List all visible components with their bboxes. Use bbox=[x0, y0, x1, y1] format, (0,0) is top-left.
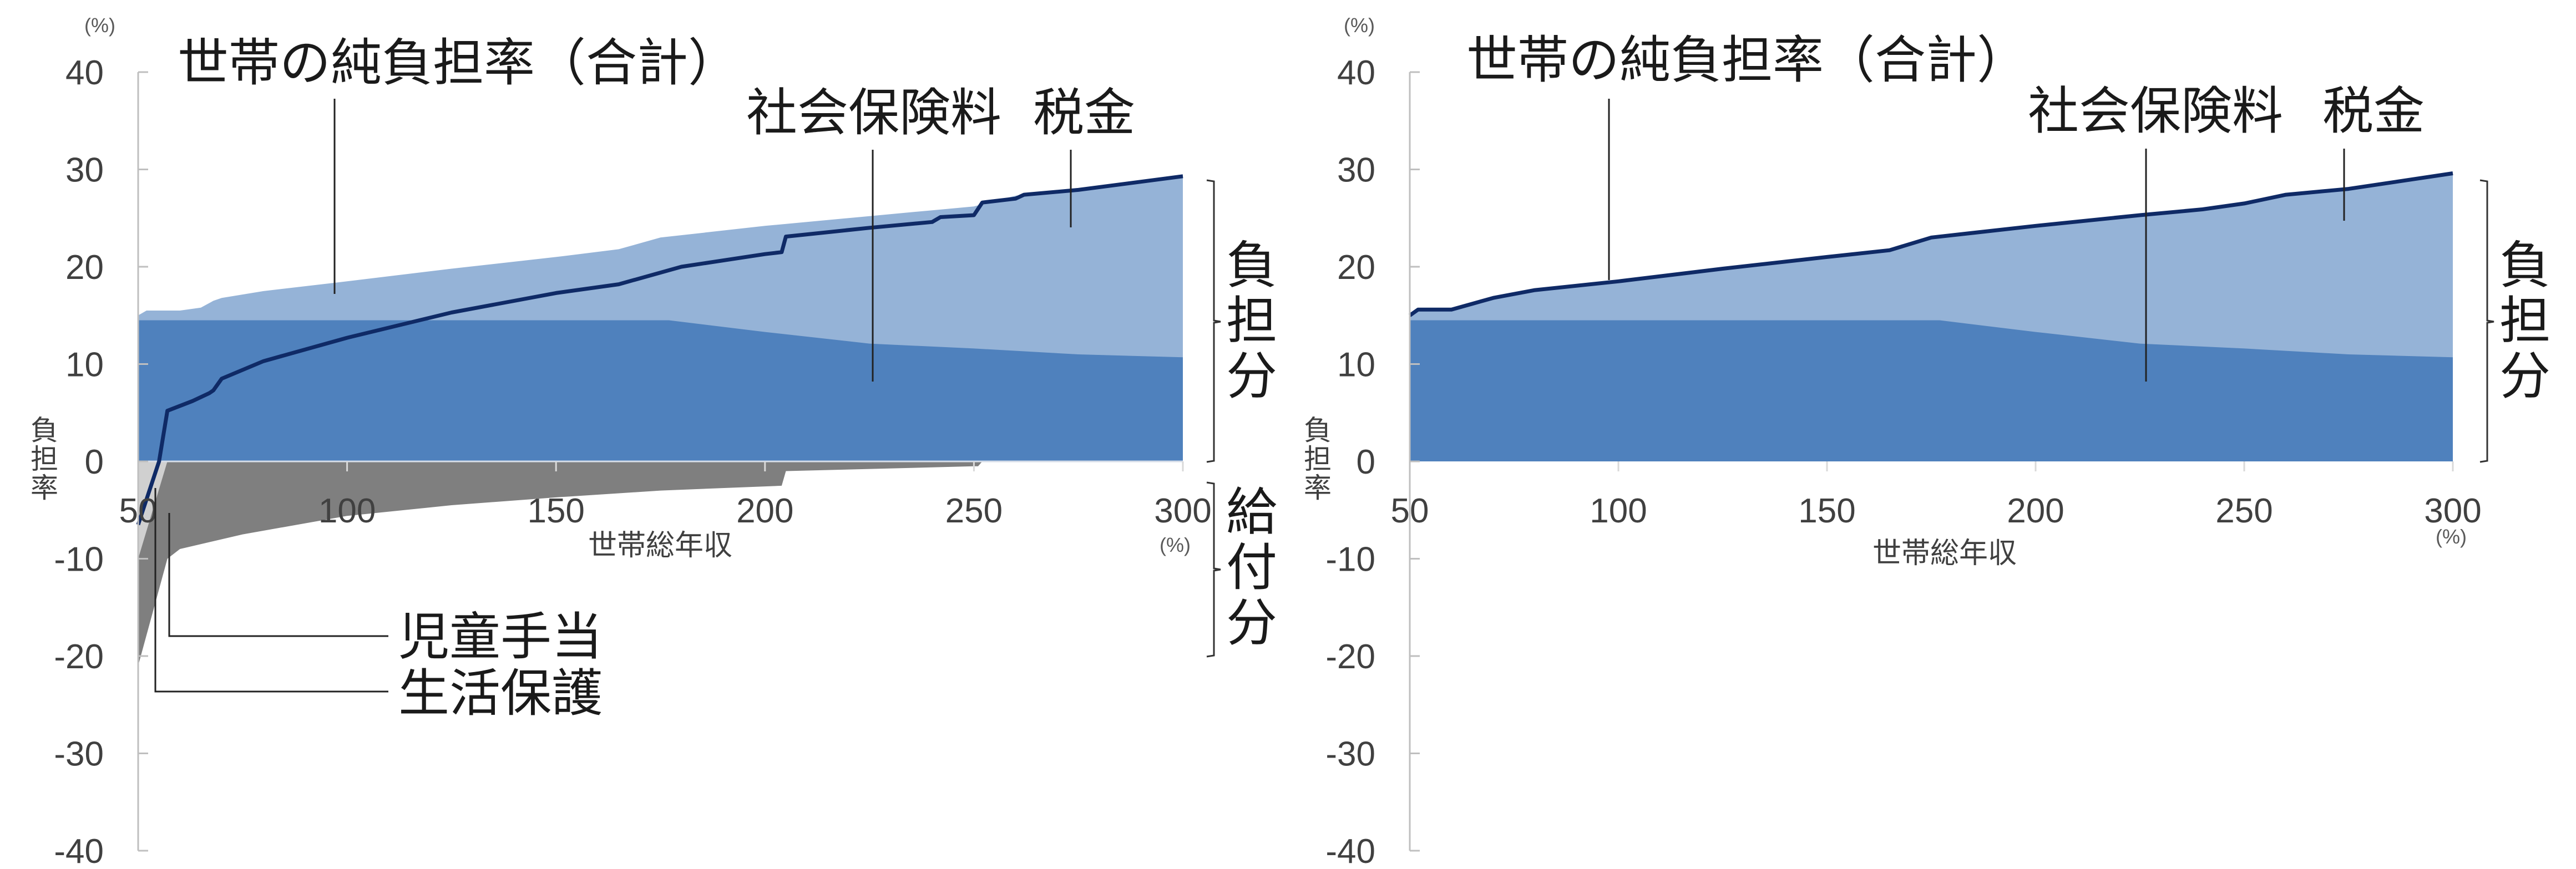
tax-annotation: 税金 bbox=[1033, 83, 1135, 143]
burden-bracket-char: 分 bbox=[2499, 347, 2550, 406]
y-axis-title-char: 担 bbox=[31, 443, 58, 475]
y-unit-label: (%) bbox=[84, 14, 115, 37]
x-tick-marks bbox=[1409, 461, 2454, 471]
y-tick-label: 10 bbox=[1337, 346, 1375, 384]
burden-bracket bbox=[2479, 179, 2494, 463]
y-tick-label: 30 bbox=[1337, 151, 1375, 190]
y-tick-label: 0 bbox=[85, 443, 104, 481]
y-tick-label: -30 bbox=[1325, 735, 1375, 774]
tax-annotation: 税金 bbox=[2322, 82, 2425, 141]
x-axis-title: 世帯総年収 bbox=[1872, 537, 2017, 570]
welfare-area bbox=[138, 461, 168, 559]
social-insurance-annotation: 社会保険料 bbox=[2028, 82, 2283, 141]
x-tick-label: 300 bbox=[1154, 492, 1211, 530]
y-tick-label: -20 bbox=[1325, 638, 1375, 676]
x-tick-label: 250 bbox=[2215, 492, 2273, 530]
x-tick-label: 150 bbox=[527, 492, 584, 530]
x-tick-label: 100 bbox=[1590, 492, 1647, 530]
burden-bracket-char: 担 bbox=[1226, 291, 1277, 350]
burden-bracket-char: 分 bbox=[1226, 347, 1277, 406]
y-tick-label: -30 bbox=[54, 735, 104, 774]
y-tick-label: -10 bbox=[54, 541, 104, 579]
x-axis-title: 世帯総年収 bbox=[588, 529, 732, 562]
net-burden-line bbox=[1408, 171, 2453, 317]
y-tick-label: 30 bbox=[65, 151, 104, 190]
benefit-bracket-char: 分 bbox=[1226, 593, 1277, 653]
benefit-bracket bbox=[1206, 481, 1221, 658]
social-insurance-area bbox=[138, 320, 1183, 461]
child-allowance-area bbox=[138, 461, 983, 666]
y-axis: 40 30 20 10 0 -10 -20 -30 -40 bbox=[1325, 54, 1420, 869]
y-axis-title-char: 担 bbox=[1304, 443, 1332, 475]
net-burden-annotation: 世帯の純負担率（合計） bbox=[178, 33, 739, 93]
welfare-leader bbox=[154, 488, 388, 693]
social-insurance-area bbox=[1410, 320, 2453, 461]
x-tick-label: 200 bbox=[2007, 492, 2064, 530]
x-tick-label: 50 bbox=[1391, 492, 1429, 530]
y-tick-label: 40 bbox=[65, 54, 104, 92]
welfare-annotation: 生活保護 bbox=[398, 664, 603, 723]
x-tick-label: 200 bbox=[736, 492, 793, 530]
y-tick-label: 0 bbox=[1357, 443, 1375, 481]
x-unit-label: (%) bbox=[1160, 533, 1191, 556]
y-tick-label: -20 bbox=[54, 638, 104, 676]
y-tick-label: -10 bbox=[1325, 541, 1375, 579]
x-tick-labels: 50 100 150 200 250 300 bbox=[119, 492, 1212, 530]
y-tick-label: 20 bbox=[1337, 248, 1375, 287]
burden-bracket bbox=[1206, 179, 1221, 463]
x-tick-label: 150 bbox=[1798, 492, 1855, 530]
x-unit-label: (%) bbox=[2436, 525, 2467, 548]
x-tick-label: 300 bbox=[2424, 492, 2481, 530]
y-tick-label: 40 bbox=[1337, 54, 1375, 92]
child-allowance-annotation: 児童手当 bbox=[398, 607, 603, 667]
y-unit-label: (%) bbox=[1344, 14, 1375, 37]
y-tick-label: 10 bbox=[65, 346, 104, 384]
y-axis: 40 30 20 10 0 -10 -20 -30 -40 bbox=[54, 54, 148, 869]
net-burden-annotation: 世帯の純負担率（合計） bbox=[1466, 31, 2028, 90]
x-tick-label: 100 bbox=[318, 492, 376, 530]
burden-bracket-char: 負 bbox=[1226, 236, 1277, 295]
benefit-bracket-char: 給 bbox=[1226, 482, 1277, 542]
x-tick-label: 250 bbox=[945, 492, 1003, 530]
y-tick-label: 20 bbox=[65, 248, 104, 287]
benefit-bracket-char: 付 bbox=[1226, 538, 1277, 597]
y-axis-title-char: 負 bbox=[31, 414, 58, 446]
burden-bracket-char: 負 bbox=[2499, 236, 2550, 295]
y-axis-title-char: 率 bbox=[31, 472, 58, 504]
net-burden-line bbox=[136, 174, 1183, 526]
x-tick-labels: 50 100 150 200 250 300 bbox=[1391, 492, 2482, 530]
burden-bracket-char: 担 bbox=[2499, 291, 2550, 350]
y-axis-title-char: 率 bbox=[1304, 472, 1332, 504]
x-tick-label: 50 bbox=[119, 492, 158, 530]
y-axis-title-char: 負 bbox=[1304, 414, 1332, 446]
social-insurance-annotation: 社会保険料 bbox=[746, 83, 1001, 143]
y-tick-label: -40 bbox=[1325, 832, 1375, 869]
y-tick-label: -40 bbox=[54, 832, 104, 869]
child-allowance-leader bbox=[168, 513, 388, 637]
